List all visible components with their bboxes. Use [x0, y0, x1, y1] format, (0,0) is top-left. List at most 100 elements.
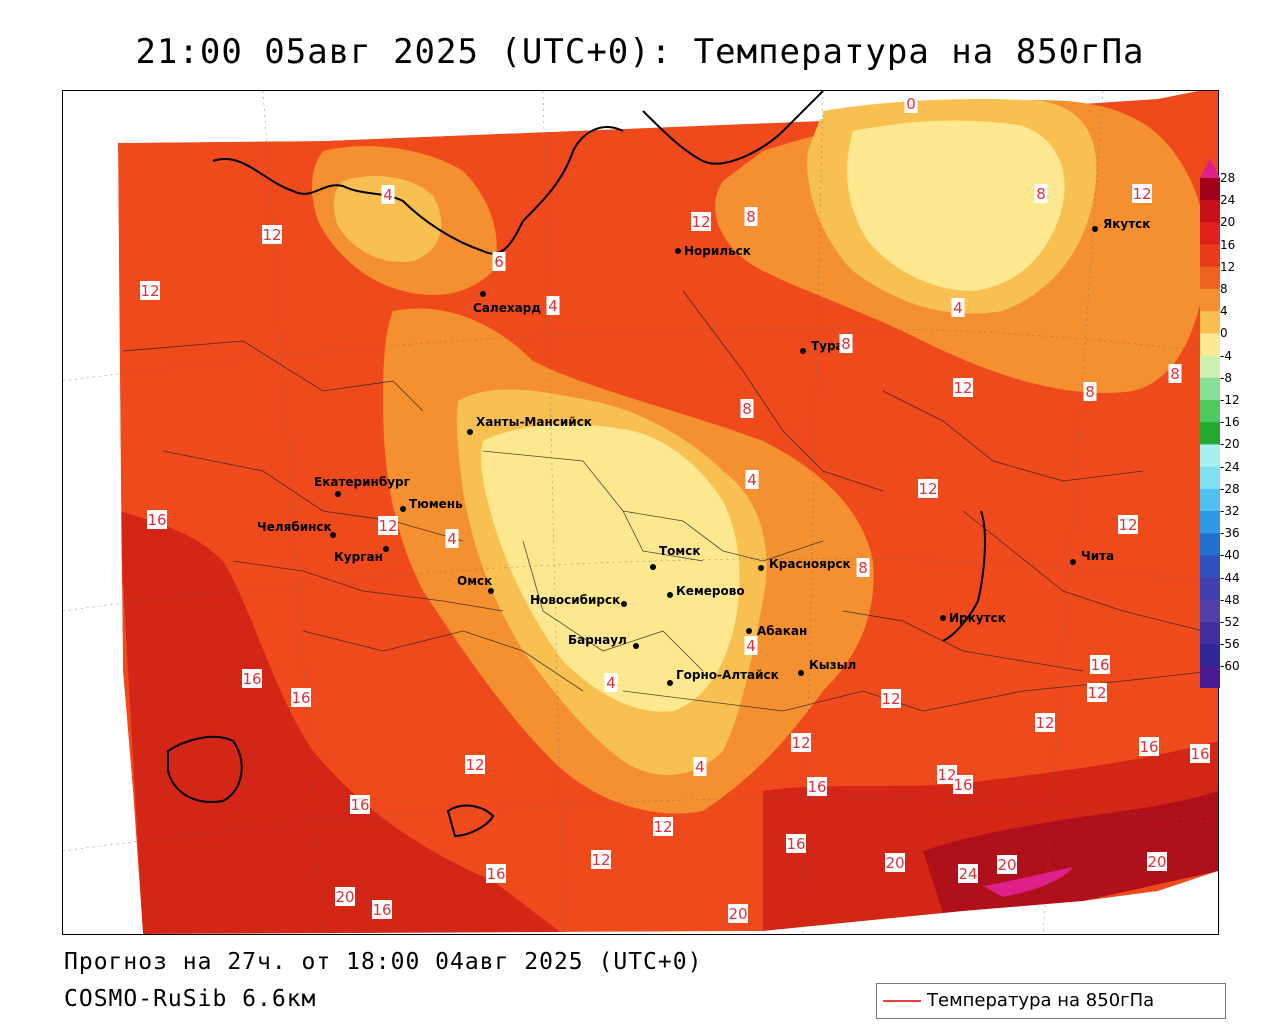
isotherm-label: 20 — [728, 905, 747, 923]
city-dot — [621, 601, 627, 607]
scale-label: -60 — [1220, 659, 1240, 674]
city-label: Тюмень — [409, 497, 463, 511]
city-markers: Норильск Якутск Салехард Тура Ханты-Мансийск… — [257, 217, 1150, 686]
isotherm-label-bg — [745, 470, 759, 489]
scale-label: -36 — [1220, 526, 1240, 541]
city-label: Кемерово — [676, 584, 745, 598]
city-dot — [940, 615, 946, 621]
isotherm-label: 12 — [1118, 516, 1137, 534]
city-dot — [746, 628, 752, 634]
scale-swatch — [1200, 355, 1220, 379]
scale-swatch — [1200, 266, 1220, 290]
isotherm-labels: 0 4 6 8 8 8 8 8 8 8 12 12 12 12 12 12 12 12 12 12 12 12 12 12 12… — [140, 94, 1210, 923]
graticule — [63, 91, 1218, 934]
isotherm-label: 8 — [746, 208, 756, 226]
city-label: Томск — [659, 544, 701, 558]
isotherm-label: 8 — [1085, 383, 1095, 401]
no-data-west — [63, 143, 143, 934]
city-label: Тура — [811, 339, 844, 353]
scale-swatch — [1200, 200, 1220, 223]
isotherm-label-bg — [856, 558, 870, 577]
city-dot — [1092, 226, 1098, 232]
isotherm-label-bg — [744, 207, 758, 226]
scale-swatch — [1200, 178, 1220, 201]
temperature-map[interactable]: Норильск Якутск Салехард Тура Ханты-Мансийск… — [62, 90, 1219, 935]
isotherm-label: 12 — [1087, 684, 1106, 702]
scale-swatch — [1200, 289, 1220, 312]
isotherm-label-bg — [786, 834, 806, 853]
isotherm-label: 16 — [786, 835, 805, 853]
isotherm-label: 4 — [606, 674, 616, 692]
isotherm-label-bg — [885, 853, 905, 872]
city-label: Екатеринбург — [314, 475, 410, 489]
forecast-info: Прогноз на 27ч. от 18:00 04авг 2025 (UTC… — [64, 949, 703, 975]
city-label: Салехард — [473, 301, 541, 315]
scale-label: -16 — [1220, 415, 1240, 430]
isotherm-label-bg — [918, 479, 938, 498]
isotherm-label-bg — [653, 817, 673, 836]
scale-swatch — [1200, 488, 1220, 512]
isotherm-label-bg — [881, 689, 901, 708]
map-canvas: Норильск Якутск Салехард Тура Ханты-Мансийск… — [63, 91, 1218, 934]
coldest-core-north — [847, 120, 1065, 291]
isotherm-label: 4 — [953, 299, 963, 317]
isotherm-label: 12 — [378, 517, 397, 535]
city-dot — [400, 506, 406, 512]
city-dot — [330, 532, 336, 538]
isotherm-label: 16 — [1090, 656, 1109, 674]
isotherm-label: 8 — [1170, 365, 1180, 383]
scale-label: 12 — [1220, 259, 1236, 274]
isotherm-label: 4 — [447, 530, 457, 548]
scale-swatch — [1200, 666, 1220, 688]
scale-swatch — [1200, 511, 1220, 534]
isotherm-label: 16 — [147, 511, 166, 529]
isotherm-label-bg — [937, 765, 957, 784]
isotherm-label: 12 — [918, 480, 937, 498]
scale-swatch — [1200, 333, 1220, 357]
city-label: Барнаул — [568, 633, 627, 647]
isotherm-label: 12 — [881, 690, 900, 708]
scale-label: 20 — [1220, 215, 1236, 230]
isotherm-label-bg — [1139, 737, 1159, 756]
scale-label: 4 — [1220, 304, 1228, 319]
isotherm-label: 16 — [372, 901, 391, 919]
scale-label: -32 — [1220, 504, 1240, 518]
isotherm-label-bg — [147, 510, 167, 529]
isotherm-label: 20 — [335, 888, 354, 906]
city-label: Ханты-Мансийск — [476, 415, 592, 429]
city-dot — [467, 429, 473, 435]
city-dot — [667, 592, 673, 598]
color-scale: 28 24 20 16 12 8 4 0 -4 -8 -12 -16 -20 -24 -28 -32 -36 -4… — [1200, 158, 1280, 688]
isotherm-label: 4 — [548, 297, 558, 315]
isotherm-label-bg — [546, 296, 560, 315]
scale-label: 24 — [1220, 193, 1236, 208]
isotherm-label-bg — [291, 688, 311, 707]
scale-swatch — [1200, 311, 1220, 334]
city-label: Чита — [1081, 549, 1114, 563]
isotherm-label: 12 — [953, 379, 972, 397]
city-dot — [758, 565, 764, 571]
coldest-core-west-siberia — [481, 424, 740, 712]
isotherm-label-bg — [1132, 184, 1152, 203]
scale-swatch — [1200, 244, 1220, 268]
scale-label: -44 — [1220, 570, 1240, 585]
isotherm-label-bg — [1087, 683, 1107, 702]
scale-swatch — [1200, 422, 1220, 445]
city-dot — [335, 491, 341, 497]
isotherm-label-bg — [242, 669, 262, 688]
scale-swatch — [1200, 577, 1220, 601]
scale-label: -24 — [1220, 459, 1240, 474]
city-label: Красноярск — [769, 557, 851, 571]
scale-swatch — [1200, 555, 1220, 579]
scale-label: -28 — [1220, 481, 1240, 496]
city-label: Абакан — [757, 624, 807, 638]
isotherm-label: 4 — [695, 758, 705, 776]
color-scale-bar — [1200, 158, 1220, 688]
isotherm-label: 12 — [791, 734, 810, 752]
isotherm-label: 6 — [494, 253, 504, 271]
no-data-south — [143, 871, 1218, 934]
isotherm-label-bg — [953, 775, 973, 794]
scale-swatch — [1200, 622, 1220, 645]
isotherm-label-bg — [1118, 515, 1138, 534]
isotherm-label: 12 — [140, 282, 159, 300]
